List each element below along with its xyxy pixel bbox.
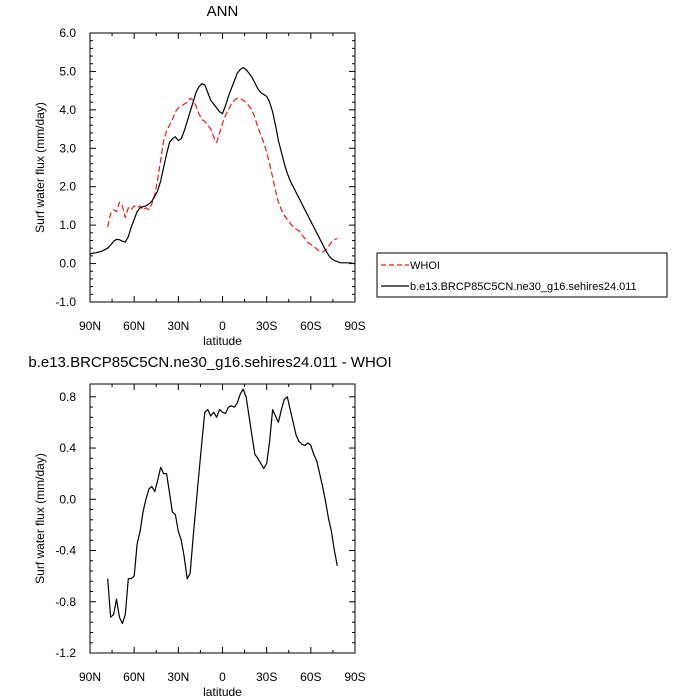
x-tick-label: 30N: [167, 670, 189, 684]
y-tick-label: 5.0: [59, 64, 76, 78]
top-plot-frame: [89, 32, 356, 303]
top-axis-ticks: 90N 60N 30N 0 30S 60S 90S -1.0 0.0 1.0 2.0 3.0 4.0 5.…: [55, 26, 365, 333]
series-line-0: [107, 97, 338, 253]
x-tick-label: 0: [219, 670, 226, 684]
y-tick-label: 3.0: [59, 141, 76, 155]
top-plot-lines: [89, 66, 356, 265]
y-tick-label: 4.0: [59, 103, 76, 117]
y-tick-label: 0.0: [59, 257, 76, 271]
x-tick-label: 90S: [344, 670, 365, 684]
y-tick-label: 6.0: [59, 26, 76, 40]
x-tick-label: 30N: [167, 319, 189, 333]
y-tick-label: -1.0: [55, 295, 76, 309]
x-tick-label: 60N: [123, 319, 145, 333]
y-tick-label: -0.8: [55, 595, 76, 609]
x-tick-label: 60N: [123, 670, 145, 684]
x-tick-label: 30S: [256, 319, 277, 333]
bottom-chart-title: b.e13.BRCP85C5CN.ne30_g16.sehires24.011 …: [28, 354, 391, 371]
bottom-panel: b.e13.BRCP85C5CN.ne30_g16.sehires24.011 …: [28, 354, 391, 699]
top-chart-title: ANN: [207, 3, 239, 20]
legend-label-model: b.e13.BRCP85C5CN.ne30_g16.sehires24.011: [410, 281, 637, 293]
bottom-x-axis-label: latitude: [203, 685, 242, 699]
series-line-1: [89, 66, 356, 265]
top-panel: ANN 90N 60N 30N 0 30S 60S 90S -1.0 0.0 1.0 2.0 3.0 4…: [33, 3, 366, 348]
y-tick-label: 2.0: [59, 180, 76, 194]
top-y-axis-label: Surf water flux (mm/day): [33, 102, 47, 233]
x-tick-label: 90S: [344, 319, 365, 333]
x-tick-label: 90N: [79, 319, 101, 333]
bottom-plot-lines: [107, 388, 338, 625]
y-tick-label: 0.0: [59, 492, 76, 506]
x-tick-label: 60S: [300, 670, 321, 684]
x-tick-label: 60S: [300, 319, 321, 333]
bottom-plot-frame: [89, 383, 356, 654]
legend-label-whoi: WHOI: [410, 260, 440, 272]
x-tick-label: 0: [219, 319, 226, 333]
series-line-0: [107, 388, 338, 625]
y-tick-label: 0.8: [59, 390, 76, 404]
y-tick-label: -1.2: [55, 646, 76, 660]
top-x-axis-label: latitude: [203, 334, 242, 348]
y-tick-label: 1.0: [59, 218, 76, 232]
legend-box: [376, 252, 668, 298]
bottom-axis-ticks: 90N 60N 30N 0 30S 60S 90S -1.2 -0.8 -0.4 0.0 0.4 0.8: [55, 384, 366, 684]
x-tick-label: 90N: [79, 670, 101, 684]
legend: WHOI b.e13.BRCP85C5CN.ne30_g16.sehires24…: [376, 252, 668, 298]
x-tick-label: 30S: [256, 670, 277, 684]
y-tick-label: 0.4: [59, 441, 76, 455]
y-tick-label: -0.4: [55, 544, 76, 558]
bottom-y-axis-label: Surf water flux (mm/day): [33, 453, 47, 584]
